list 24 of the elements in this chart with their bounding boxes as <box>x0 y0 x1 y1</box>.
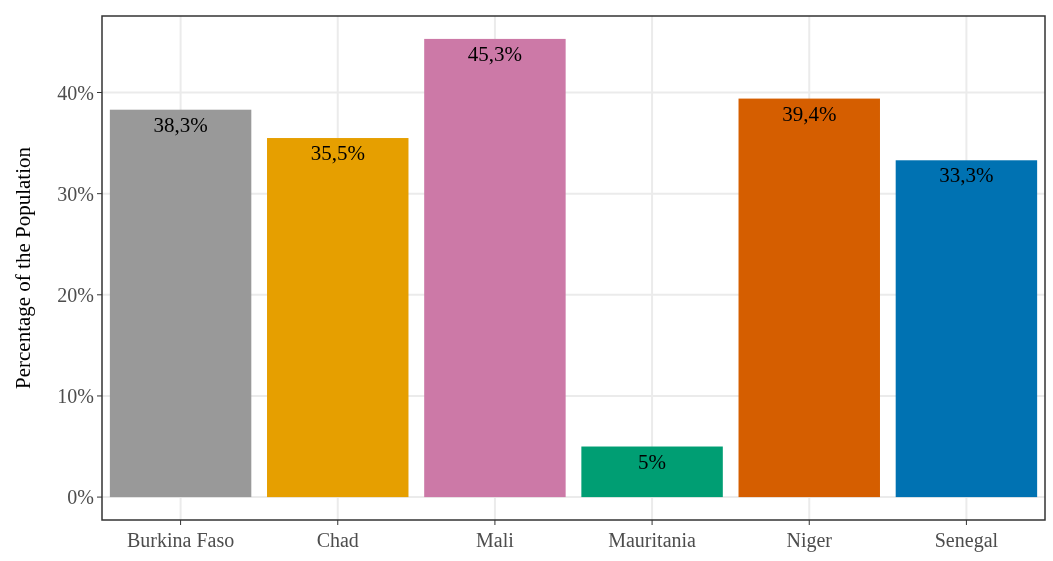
x-tick-label: Mali <box>476 529 515 551</box>
x-tick-label: Chad <box>316 529 359 551</box>
x-tick-label: Niger <box>786 529 833 552</box>
data-label: 33,3% <box>939 163 994 188</box>
data-label: 45,3% <box>467 41 523 66</box>
y-tick-label: 10% <box>57 384 94 407</box>
x-tick-label: Senegal <box>934 529 999 552</box>
bar <box>267 138 409 498</box>
bar <box>581 446 723 498</box>
y-axis-title: Percentage of the Population <box>11 146 35 390</box>
bar <box>424 38 566 498</box>
x-tick-label: Burkina Faso <box>126 529 235 551</box>
y-tick-label: 20% <box>57 283 94 306</box>
data-label: 38,3% <box>153 112 208 137</box>
data-label: 39,4% <box>782 101 837 126</box>
data-label: 5% <box>638 449 667 474</box>
data-label: 35,5% <box>310 141 365 166</box>
y-tick-label: 0% <box>67 486 94 509</box>
bar <box>738 98 880 498</box>
y-tick-label: 40% <box>57 81 94 104</box>
bar <box>109 109 252 498</box>
bar <box>895 160 1038 498</box>
y-tick-label: 30% <box>57 182 94 205</box>
x-tick-label: Mauritania <box>608 529 697 551</box>
